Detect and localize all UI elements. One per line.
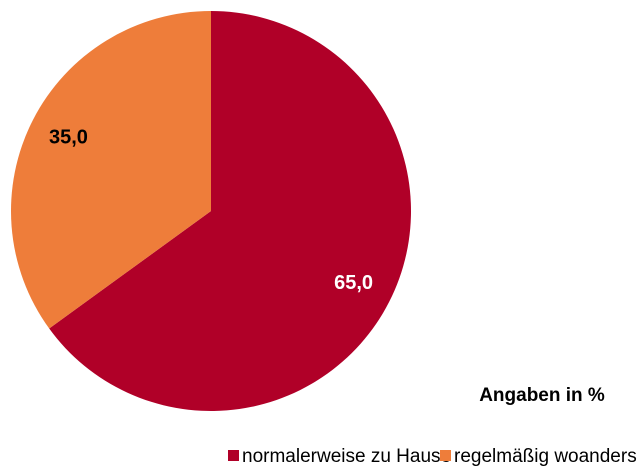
annotation: Angaben in % — [479, 385, 605, 406]
legend-swatch — [440, 450, 451, 461]
data-label: 35,0 — [49, 127, 88, 149]
data-label: 65,0 — [334, 272, 373, 294]
legend-swatch — [228, 450, 239, 461]
pie-slice — [49, 11, 412, 412]
pie-slice — [11, 11, 212, 329]
legend-label: regelmäßig woanders — [454, 446, 637, 467]
legend-label: normalerweise zu Hause — [242, 446, 451, 467]
